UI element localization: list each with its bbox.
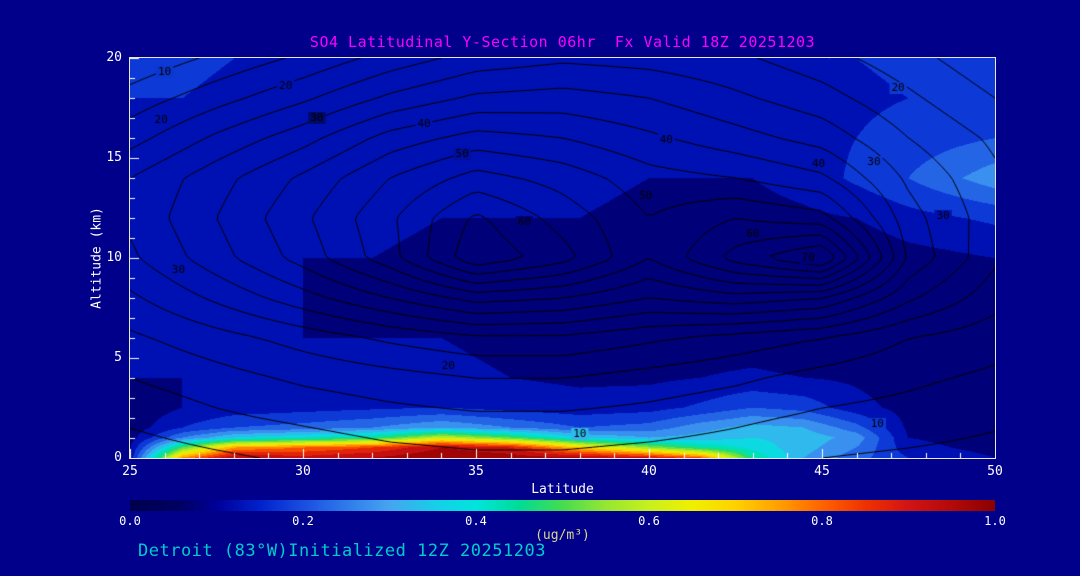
x-tick-label: 50 [987,464,1003,479]
y-tick-label: 5 [114,350,122,365]
x-tick-label: 35 [468,464,484,479]
y-tick-label: 10 [106,250,122,265]
x-tick-label: 40 [641,464,657,479]
colorbar-tick-label: 0.2 [292,514,314,528]
x-tick-label: 30 [295,464,311,479]
y-tick-label: 20 [106,50,122,65]
colorbar-tick-label: 0.0 [119,514,141,528]
y-tick-label: 0 [114,450,122,465]
x-tick-label: 45 [814,464,830,479]
x-axis-title: Latitude [531,482,594,497]
footer-annotation: Detroit (83°W)Initialized 12Z 20251203 [138,541,546,561]
colorbar-tick-label: 0.4 [465,514,487,528]
chart-title: SO4 Latitudinal Y-Section 06hr Fx Valid … [309,33,816,51]
colorbar-tick-label: 1.0 [984,514,1006,528]
x-tick-label: 25 [122,464,138,479]
colorbar-tick-label: 0.8 [811,514,833,528]
colorbar [130,500,995,511]
y-tick-label: 15 [106,150,122,165]
colorbar-tick-label: 0.6 [638,514,660,528]
plot-area [129,57,996,459]
colorbar-units-label: (ug/m³) [535,528,590,543]
contour-plot-canvas [130,58,995,458]
